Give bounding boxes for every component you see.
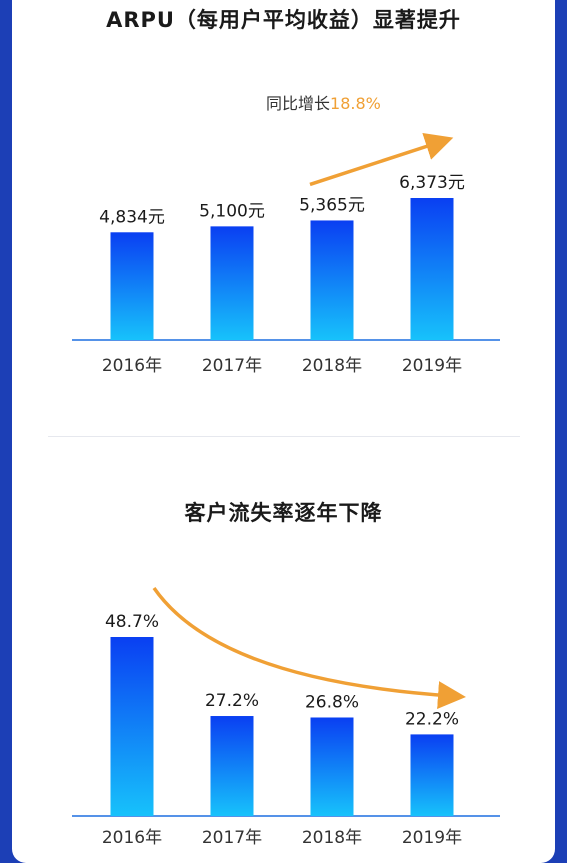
x-tick-label: 2019年 xyxy=(402,828,462,848)
x-tick-label: 2019年 xyxy=(402,356,462,376)
x-tick-label: 2017年 xyxy=(202,828,262,848)
bar xyxy=(410,198,454,340)
chart-card: ARPU（每用户平均收益）显著提升 客户流失率逐年下降 xyxy=(12,0,555,863)
x-tick-label: 2016年 xyxy=(102,828,162,848)
bar xyxy=(210,226,254,340)
x-tick-label: 2016年 xyxy=(102,356,162,376)
section-divider xyxy=(48,436,520,437)
chart-title-churn: 客户流失率逐年下降 xyxy=(184,501,383,525)
x-tick-label: 2017年 xyxy=(202,356,262,376)
data-label: 26.8% xyxy=(305,692,359,712)
growth-arrow xyxy=(309,133,454,187)
bar xyxy=(310,717,354,816)
bar xyxy=(210,716,254,816)
data-label: 5,100元 xyxy=(199,201,265,221)
growth-annotation-prefix: 同比增长 xyxy=(266,94,330,113)
data-label: 6,373元 xyxy=(399,173,465,193)
x-tick-label: 2018年 xyxy=(302,356,362,376)
data-label: 22.2% xyxy=(405,709,459,729)
data-label: 5,365元 xyxy=(299,195,365,215)
chart-title-arpu: ARPU（每用户平均收益）显著提升 xyxy=(106,8,461,32)
wechat-icon xyxy=(471,837,487,850)
bar xyxy=(310,220,354,340)
growth-annotation: 同比增长18.8% xyxy=(266,94,381,113)
data-label: 48.7% xyxy=(105,612,159,632)
decline-arrow xyxy=(152,586,466,710)
watermark-text: 三言财经 xyxy=(493,837,542,851)
data-label: 27.2% xyxy=(205,691,259,711)
growth-annotation-value: 18.8% xyxy=(330,94,381,113)
bar xyxy=(410,734,454,816)
bar xyxy=(110,232,154,340)
watermark: 三言财经 xyxy=(471,831,557,857)
x-tick-label: 2018年 xyxy=(302,828,362,848)
data-label: 4,834元 xyxy=(99,207,165,227)
bar xyxy=(110,637,154,816)
